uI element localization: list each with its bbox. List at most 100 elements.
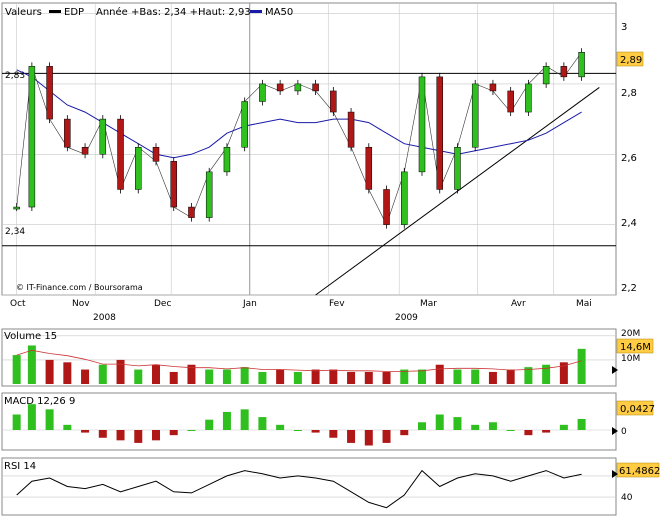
candle-down <box>64 118 71 148</box>
month-avr: Avr <box>511 299 526 309</box>
candle-down <box>347 111 355 148</box>
macd-bar-positive <box>435 414 444 430</box>
volume-bar <box>27 345 36 384</box>
macd-arrow-icon <box>612 427 618 435</box>
volume-bar <box>577 348 586 384</box>
volume-bar <box>63 362 72 384</box>
rsi-badge-value: 61,4862 <box>619 466 660 477</box>
rsi-marks <box>16 469 582 509</box>
macd-bar-positive <box>559 424 568 430</box>
macd-bar-positive <box>258 417 267 430</box>
macd-bar-positive <box>577 418 586 430</box>
macd-bar-negative <box>542 430 551 433</box>
candle-up <box>99 118 107 155</box>
price-x-axis: Oct Nov Dec Jan Fev Mar Avr Mai 2008 200… <box>10 299 592 323</box>
macd-bar-negative <box>152 430 160 441</box>
volume-bar <box>347 371 356 384</box>
macd-bar-positive <box>488 422 497 430</box>
month-fev: Fev <box>329 299 345 309</box>
last-price-badge <box>616 51 644 67</box>
macd-bar-negative <box>98 430 107 438</box>
macd-bar-negative <box>364 430 373 446</box>
ma50-line <box>16 69 582 159</box>
volume-bar <box>134 369 143 384</box>
legend-ma: MA50 <box>265 7 293 18</box>
candle-up <box>135 146 142 190</box>
year-2009: 2009 <box>395 313 418 323</box>
candle-up <box>294 83 302 92</box>
macd-bar-positive <box>187 430 196 431</box>
volume-bar <box>12 355 21 384</box>
macd-bar-positive <box>12 414 21 430</box>
month-mai: Mai <box>576 299 592 309</box>
volume-bar <box>98 364 107 384</box>
candle-up <box>578 52 585 78</box>
level-label-low: 2,34 <box>5 227 25 237</box>
last-price-value: 2,89 <box>620 55 642 66</box>
candle-down <box>152 146 160 162</box>
month-oct: Oct <box>10 299 26 309</box>
year-2008: 2008 <box>93 313 116 323</box>
volume-bar <box>382 371 391 384</box>
macd-bar-positive <box>453 417 462 430</box>
candle-up <box>13 206 20 210</box>
macd-bar-positive <box>506 430 515 431</box>
volume-badge <box>616 338 654 354</box>
volume-bar <box>364 371 373 384</box>
volume-bar <box>45 359 54 384</box>
candle-down <box>170 161 177 208</box>
macd-bar-positive <box>418 422 426 430</box>
candle-up <box>241 101 248 148</box>
macd-bar-negative <box>329 430 338 438</box>
macd-bar-negative <box>81 430 90 433</box>
candle-down <box>117 118 124 190</box>
price-tick-2-2: 2,2 <box>621 283 637 294</box>
level-label-high: 2,83 <box>5 71 25 81</box>
volume-bar <box>258 371 267 384</box>
candle-up <box>471 83 479 148</box>
volume-bar <box>488 371 497 384</box>
macd-bar-positive <box>63 424 72 430</box>
macd-bar-positive <box>471 424 480 430</box>
rsi-grid <box>2 475 616 498</box>
volume-bar <box>293 371 302 384</box>
legend-valeurs: Valeurs <box>5 7 42 18</box>
candle-up <box>259 83 266 102</box>
macd-bar-negative <box>347 430 356 443</box>
candle-down <box>365 146 373 190</box>
macd-marks <box>12 404 586 446</box>
price-grid <box>2 3 616 296</box>
macd-bar-positive <box>276 424 285 430</box>
volume-bar <box>524 367 533 384</box>
price-marks <box>2 48 616 296</box>
legend-symbol-swatch <box>49 10 61 13</box>
volume-tick-10m: 10M <box>621 354 640 364</box>
volume-bar <box>418 369 426 384</box>
macd-bar-negative <box>382 430 391 443</box>
macd-bar-positive <box>222 411 231 430</box>
volume-bar <box>276 369 285 384</box>
volume-bar <box>400 369 409 384</box>
volume-bar <box>506 369 515 384</box>
volume-bar <box>453 369 462 384</box>
rsi-panel-frame <box>1 457 617 516</box>
macd-bar-negative <box>400 430 409 436</box>
candle-down <box>436 76 443 190</box>
credit-text: © IT-Finance.com / Boursorama <box>16 283 143 292</box>
price-y-axis: 3 2,8 2,6 2,4 2,2 <box>621 22 637 294</box>
candle-down <box>330 90 337 113</box>
candle-up <box>542 66 550 85</box>
volume-bar <box>187 364 196 384</box>
volume-panel-frame <box>1 328 617 387</box>
month-mar: Mar <box>420 299 437 309</box>
rsi-tick-40: 40 <box>621 493 633 503</box>
candle-down <box>507 90 514 113</box>
volume-arrow-icon <box>612 366 618 374</box>
volume-marks <box>12 345 586 384</box>
macd-bar-positive <box>240 409 249 430</box>
macd-bar-negative <box>311 430 320 433</box>
volume-bar <box>311 369 320 384</box>
candle-down <box>312 83 319 92</box>
rsi-arrow-icon <box>612 470 618 478</box>
